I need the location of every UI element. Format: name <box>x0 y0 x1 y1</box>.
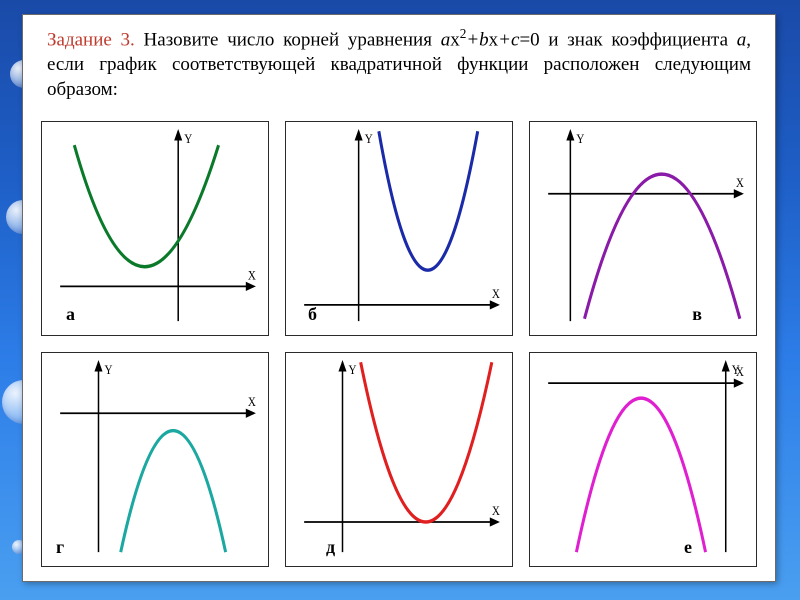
graph-label: г <box>56 537 64 558</box>
svg-text:Y: Y <box>184 131 192 146</box>
graphs-grid: Y X а Y X б Y X в Y X г Y X д Y X е <box>41 121 757 567</box>
graph-e: Y X д <box>285 352 513 567</box>
graph-d: Y X г <box>41 352 269 567</box>
graph-label: е <box>684 537 692 558</box>
graph-label: в <box>692 304 702 325</box>
svg-text:Y: Y <box>349 362 357 377</box>
graph-label: д <box>326 537 335 558</box>
graph-a: Y X а <box>41 121 269 336</box>
task-title: Задание 3. <box>47 29 135 50</box>
svg-text:X: X <box>736 175 744 190</box>
svg-text:X: X <box>736 364 744 379</box>
graph-c: Y X в <box>529 121 757 336</box>
svg-text:X: X <box>492 286 500 301</box>
content-card: Задание 3. Назовите число корней уравнен… <box>22 14 776 582</box>
svg-text:Y: Y <box>105 362 113 377</box>
graph-label: а <box>66 304 75 325</box>
graph-label: б <box>308 304 317 325</box>
svg-text:X: X <box>248 268 256 283</box>
graph-f: Y X е <box>529 352 757 567</box>
task-prompt: Задание 3. Назовите число корней уравнен… <box>47 25 751 102</box>
graph-b: Y X б <box>285 121 513 336</box>
svg-text:Y: Y <box>576 131 584 146</box>
svg-text:Y: Y <box>365 131 373 146</box>
svg-text:X: X <box>248 395 256 410</box>
svg-text:X: X <box>492 503 500 518</box>
